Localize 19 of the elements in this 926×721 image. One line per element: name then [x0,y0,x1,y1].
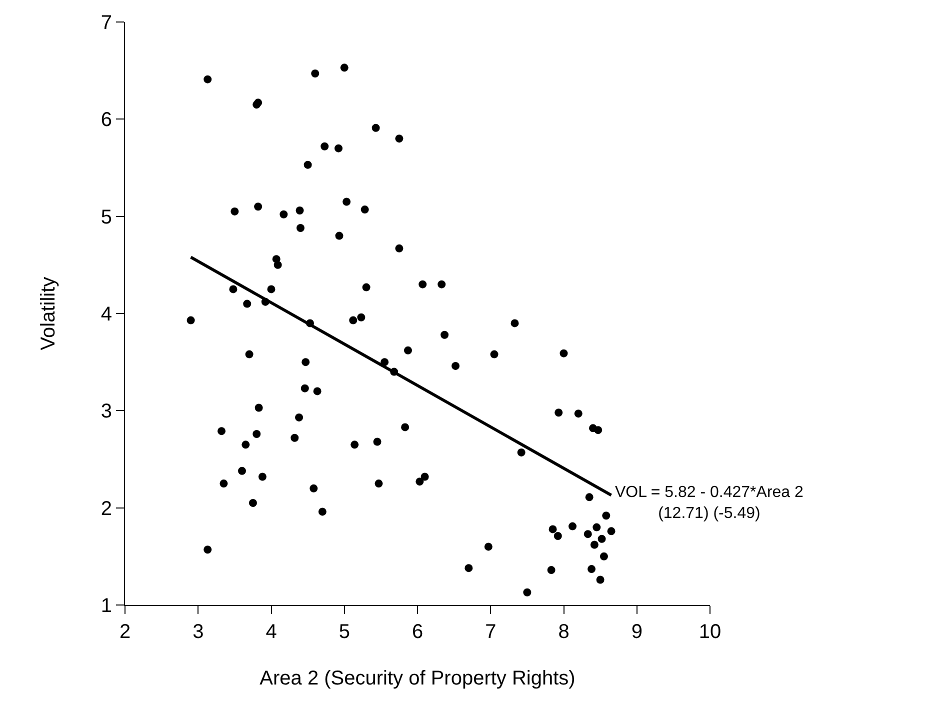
y-tick-label: 6 [100,109,112,132]
x-tick-label: 3 [192,621,204,643]
x-tick-label: 9 [631,621,642,643]
x-tick-label: 10 [698,621,722,643]
x-tick-label: 2 [119,621,131,643]
y-tick-label: 7 [100,12,112,34]
y-tick-label: 5 [100,206,112,228]
x-tick-label: 6 [412,621,424,643]
x-tick-label: 8 [558,621,570,643]
y-tick-label: 3 [100,400,112,423]
x-tick-label: 7 [485,621,496,643]
x-tick-label: 5 [338,621,350,643]
y-tick-label: 1 [100,595,112,617]
x-tick-label: 4 [266,621,277,643]
annotation: VOL = 5.82 - 0.427*Area 2 (12.71) (-5.49) [615,484,804,522]
y-tick-label: 4 [100,304,112,326]
y-axis-title: Volatility [37,276,60,350]
y-tick-label: 2 [100,498,112,520]
x-axis-title: Area 2 (Security of Property Rights) [260,668,576,690]
